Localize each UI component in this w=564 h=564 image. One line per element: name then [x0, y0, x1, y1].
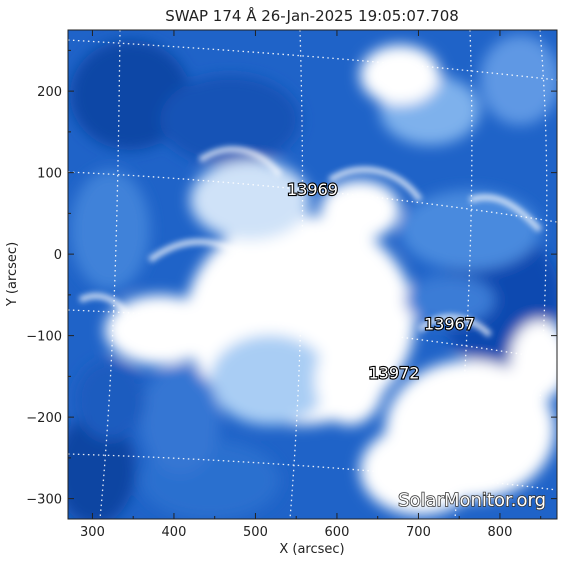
active-region-label-13969: 13969: [287, 180, 338, 199]
x-axis-title: X (arcsec): [279, 542, 344, 557]
chart-title: SWAP 174 Å 26-Jan-2025 19:05:07.708: [165, 6, 459, 25]
active-region-label-13972: 13972: [369, 363, 420, 382]
y-tick-label: 0: [54, 248, 62, 263]
heliographic-grid: [68, 30, 557, 519]
x-tick-label: 600: [325, 525, 350, 540]
x-tick-label: 700: [406, 525, 431, 540]
x-tick-label: 300: [80, 525, 105, 540]
y-tick-label: 200: [37, 85, 62, 100]
active-region-label-13967: 13967: [424, 314, 475, 333]
y-axis-title: Y (arcsec): [5, 242, 20, 307]
plot-frame: [67, 29, 558, 520]
bright-loop-detail: [78, 146, 543, 338]
plot-area: SolarMonitor.org: [68, 30, 557, 519]
active-region-labels: 13969 13967 13972: [286, 179, 476, 384]
y-tick-label: −300: [26, 493, 62, 508]
x-tick-label: 500: [243, 525, 268, 540]
euv-intensity-image: [68, 35, 557, 519]
y-tick-label: −100: [26, 330, 62, 345]
watermark: SolarMonitor.org: [398, 490, 546, 511]
x-axis: 300 400 500 600 700 800: [80, 30, 542, 540]
x-tick-label: 800: [488, 525, 513, 540]
y-tick-label: −200: [26, 411, 62, 426]
y-axis: −300 −200 −100 0 100 200: [26, 49, 557, 508]
x-tick-label: 400: [162, 525, 187, 540]
y-tick-label: 100: [37, 167, 62, 182]
